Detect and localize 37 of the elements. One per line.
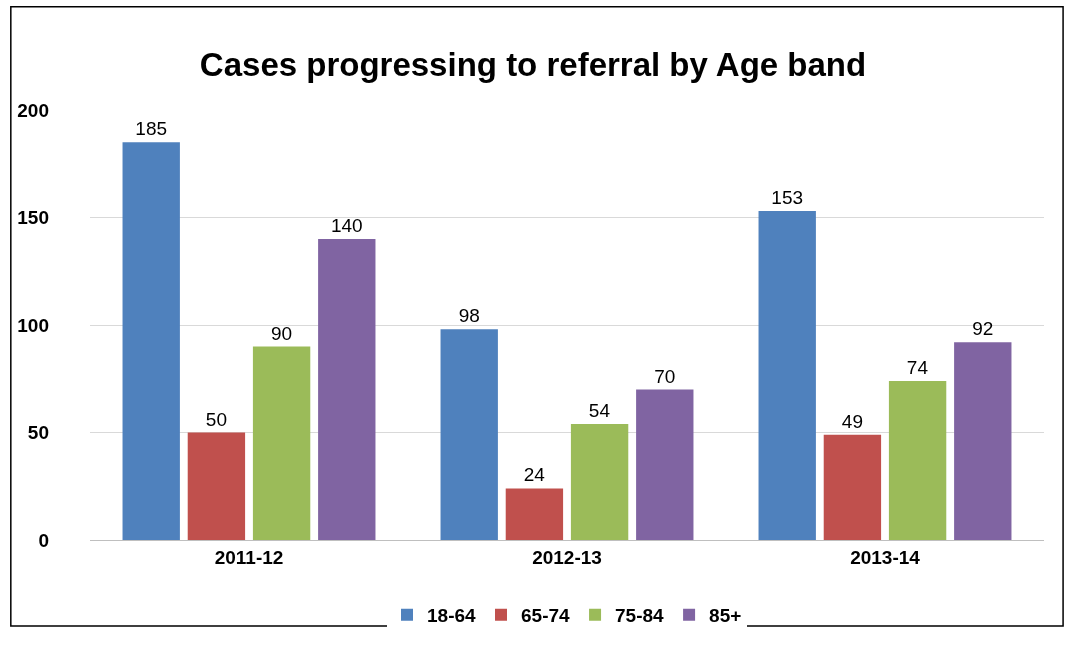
- data-label: 98: [458, 305, 480, 327]
- y-tick-label: 150: [17, 207, 49, 229]
- bar: [187, 432, 246, 540]
- legend-label: 65-74: [521, 605, 571, 627]
- bar: [758, 211, 816, 540]
- bar: [570, 423, 629, 540]
- y-tick-label: 50: [27, 422, 49, 444]
- data-label: 185: [135, 118, 168, 140]
- data-label: 92: [972, 318, 994, 340]
- legend-label: 75-84: [615, 605, 665, 627]
- bar: [636, 389, 694, 540]
- bar: [252, 346, 311, 540]
- data-label: 24: [523, 464, 546, 486]
- bar: [954, 342, 1012, 540]
- data-label: 153: [771, 187, 804, 209]
- bar: [888, 380, 947, 540]
- data-label: 90: [271, 322, 293, 344]
- data-label: 70: [654, 365, 676, 387]
- legend-label: 18-64: [427, 605, 477, 627]
- bar: [122, 142, 180, 540]
- bar: [440, 329, 498, 540]
- x-tick-label: 2011-12: [214, 546, 284, 568]
- y-tick-label: 100: [17, 314, 49, 336]
- bar: [505, 488, 564, 540]
- bar: [823, 434, 882, 540]
- x-tick-label: 2013-14: [850, 546, 921, 568]
- chart-title: Cases progressing to referral by Age band: [199, 46, 867, 84]
- legend-label: 85+: [709, 605, 742, 627]
- data-label: 50: [205, 408, 227, 430]
- y-tick-label: 200: [17, 99, 49, 121]
- data-label: 140: [330, 215, 363, 236]
- y-tick-label: 0: [38, 529, 49, 551]
- data-label: 49: [841, 410, 863, 432]
- x-tick-label: 2012-13: [532, 546, 602, 568]
- data-label: 74: [906, 356, 929, 378]
- data-label: 54: [588, 399, 611, 421]
- bar: [318, 239, 376, 540]
